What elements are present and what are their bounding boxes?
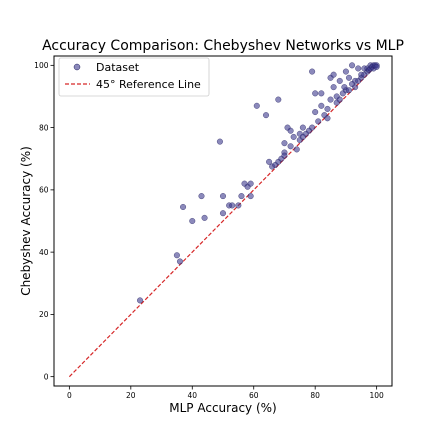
data-point	[373, 63, 380, 70]
data-point	[281, 140, 288, 147]
data-point	[330, 71, 337, 78]
x-tick-label: 100	[369, 391, 384, 400]
data-point	[287, 127, 294, 134]
data-point	[312, 108, 319, 116]
data-point	[136, 297, 144, 304]
data-point	[201, 214, 208, 221]
reference-line	[68, 64, 378, 378]
data-point	[287, 143, 294, 150]
y-tick-label: 0	[44, 372, 49, 381]
plot-area	[53, 55, 393, 387]
x-axis: 0 20 40 60 80 100	[67, 386, 384, 400]
data-point	[275, 96, 282, 103]
y-tick-label: 80	[39, 123, 49, 132]
data-point	[219, 193, 227, 200]
data-point	[327, 96, 334, 103]
data-point	[253, 102, 260, 109]
y-tick-label: 20	[39, 310, 49, 319]
y-axis: 0 20 40 60 80 100	[34, 61, 54, 381]
data-point	[309, 124, 316, 131]
legend-box	[58, 57, 210, 97]
data-point	[318, 90, 325, 97]
data-point	[173, 252, 180, 259]
data-point	[315, 118, 322, 125]
chart-title: Accuracy Comparison: Chebyshev Networks …	[42, 38, 404, 54]
data-point	[330, 84, 337, 91]
legend-marker-dataset	[73, 63, 81, 71]
data-point	[176, 258, 184, 265]
legend-label-reference: 45° Reference Line	[96, 78, 201, 91]
data-point	[266, 158, 273, 165]
data-point	[318, 102, 325, 109]
data-point	[216, 138, 223, 145]
data-point	[247, 180, 254, 187]
data-point	[349, 62, 356, 69]
data-point	[345, 74, 353, 81]
data-point	[229, 202, 236, 209]
x-axis-label: MLP Accuracy (%)	[169, 401, 276, 415]
data-point	[293, 146, 300, 153]
data-point	[355, 65, 362, 72]
y-tick-label: 100	[34, 61, 49, 70]
x-tick-label: 0	[67, 391, 72, 400]
data-point	[281, 152, 288, 159]
y-tick-label: 60	[39, 186, 49, 195]
data-point	[219, 210, 227, 217]
data-point	[247, 193, 254, 200]
data-point	[312, 90, 319, 97]
data-point	[352, 84, 359, 91]
legend-label-dataset: Dataset	[96, 61, 140, 74]
data-point	[299, 133, 306, 140]
data-point	[342, 68, 349, 75]
data-point	[235, 202, 242, 209]
data-points-layer	[136, 62, 380, 304]
data-point	[198, 193, 205, 200]
reference-line-layer	[68, 64, 378, 378]
data-point	[336, 96, 343, 103]
x-tick-label: 20	[126, 391, 136, 400]
data-point	[299, 124, 306, 131]
y-tick-label: 40	[39, 248, 49, 257]
x-tick-label: 80	[310, 391, 320, 400]
data-point	[336, 77, 343, 84]
y-axis-label: Chebyshev Accuracy (%)	[19, 146, 33, 296]
data-point	[189, 217, 196, 225]
data-point	[180, 203, 187, 211]
data-point	[341, 84, 348, 91]
x-tick-label: 60	[249, 391, 259, 400]
data-point	[290, 133, 297, 140]
data-point	[309, 68, 316, 75]
data-point	[238, 193, 245, 200]
legend: Dataset 45° Reference Line	[58, 57, 210, 97]
data-point	[345, 87, 353, 94]
data-point	[324, 105, 331, 112]
x-tick-label: 40	[187, 391, 197, 400]
data-point	[262, 112, 270, 119]
data-point	[324, 115, 331, 122]
